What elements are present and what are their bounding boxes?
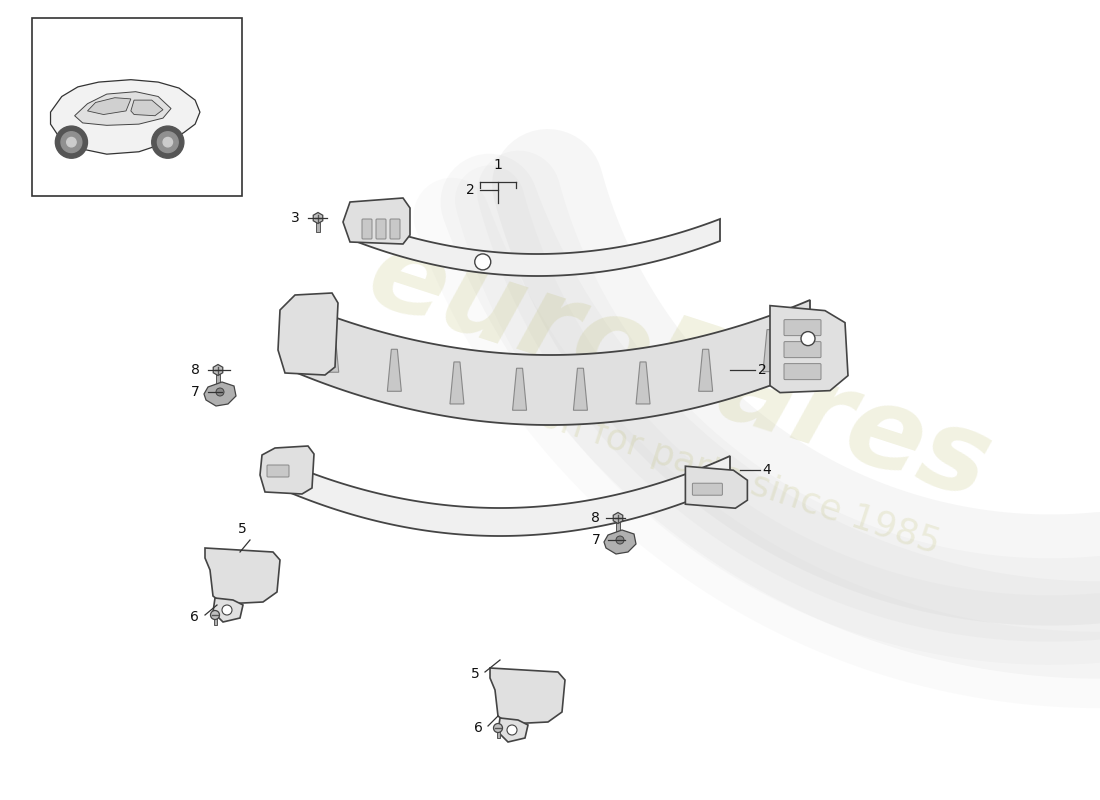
Polygon shape <box>314 213 322 223</box>
Polygon shape <box>290 300 810 425</box>
Polygon shape <box>770 306 848 393</box>
Polygon shape <box>75 92 170 126</box>
Polygon shape <box>324 330 339 372</box>
Circle shape <box>163 138 173 147</box>
FancyBboxPatch shape <box>362 219 372 239</box>
FancyBboxPatch shape <box>316 222 320 232</box>
Polygon shape <box>613 513 623 523</box>
Polygon shape <box>685 466 747 508</box>
FancyBboxPatch shape <box>376 219 386 239</box>
Polygon shape <box>88 98 131 114</box>
FancyBboxPatch shape <box>784 364 821 380</box>
Text: 6: 6 <box>474 721 483 735</box>
Circle shape <box>55 126 88 158</box>
Polygon shape <box>131 100 163 116</box>
Polygon shape <box>213 598 243 622</box>
Polygon shape <box>387 350 402 391</box>
Text: 1: 1 <box>494 158 503 172</box>
FancyBboxPatch shape <box>784 342 821 358</box>
Polygon shape <box>636 362 650 404</box>
Polygon shape <box>270 456 730 536</box>
Polygon shape <box>450 362 464 404</box>
Polygon shape <box>573 368 587 410</box>
Text: 7: 7 <box>191 385 200 399</box>
Polygon shape <box>343 198 410 244</box>
FancyBboxPatch shape <box>784 320 821 336</box>
Circle shape <box>475 254 491 270</box>
Text: 2: 2 <box>466 183 475 197</box>
Polygon shape <box>604 530 636 554</box>
Text: 5: 5 <box>471 667 480 681</box>
FancyBboxPatch shape <box>692 483 723 495</box>
Circle shape <box>494 723 503 733</box>
Text: 3: 3 <box>292 211 300 225</box>
Circle shape <box>157 132 178 153</box>
Polygon shape <box>355 219 720 276</box>
Text: 8: 8 <box>191 363 200 377</box>
Polygon shape <box>260 446 313 494</box>
FancyBboxPatch shape <box>213 618 217 625</box>
Polygon shape <box>204 382 236 406</box>
Circle shape <box>222 605 232 615</box>
FancyBboxPatch shape <box>267 465 289 477</box>
Text: euroPares: euroPares <box>355 218 1004 522</box>
Circle shape <box>60 132 81 153</box>
Circle shape <box>67 138 76 147</box>
Text: 6: 6 <box>190 610 199 624</box>
Text: 8: 8 <box>591 511 600 525</box>
Polygon shape <box>498 718 528 742</box>
Polygon shape <box>278 293 338 375</box>
Text: 4: 4 <box>762 463 771 477</box>
FancyBboxPatch shape <box>32 18 242 196</box>
Circle shape <box>152 126 184 158</box>
FancyBboxPatch shape <box>496 731 499 738</box>
Text: a passion for parts since 1985: a passion for parts since 1985 <box>416 359 945 561</box>
Circle shape <box>616 536 624 544</box>
Text: 5: 5 <box>238 522 246 536</box>
Text: 2: 2 <box>758 363 767 377</box>
Polygon shape <box>213 365 223 375</box>
Polygon shape <box>698 350 713 391</box>
Text: 7: 7 <box>592 533 601 547</box>
FancyBboxPatch shape <box>390 219 400 239</box>
Circle shape <box>507 725 517 735</box>
Circle shape <box>801 332 815 346</box>
Polygon shape <box>51 80 200 154</box>
Circle shape <box>210 610 220 619</box>
Polygon shape <box>763 330 777 372</box>
FancyBboxPatch shape <box>216 374 220 384</box>
FancyBboxPatch shape <box>616 522 620 532</box>
Polygon shape <box>490 668 565 724</box>
Circle shape <box>216 388 224 396</box>
Polygon shape <box>205 548 280 604</box>
Polygon shape <box>513 368 527 410</box>
